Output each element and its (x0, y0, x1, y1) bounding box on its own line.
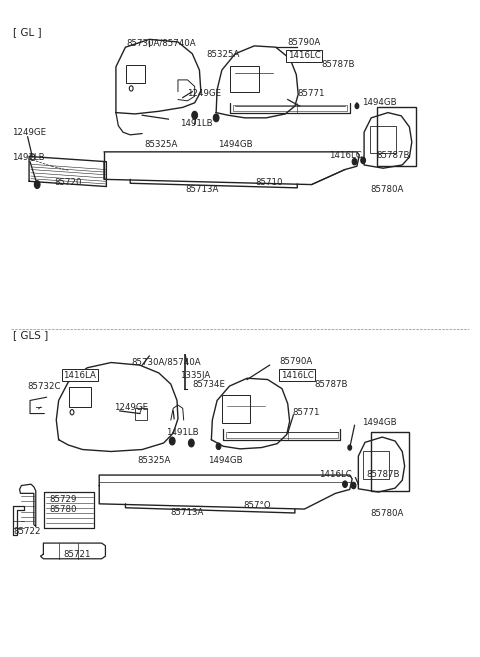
Text: 1494GB: 1494GB (362, 418, 396, 426)
Circle shape (169, 437, 175, 445)
Text: 1416LA: 1416LA (63, 371, 96, 380)
Bar (363, 451, 389, 479)
Circle shape (355, 103, 359, 108)
Text: 1416LC: 1416LC (329, 151, 361, 160)
Text: 85787B: 85787B (366, 470, 400, 479)
Text: 85713A: 85713A (185, 185, 218, 194)
Text: 85721: 85721 (63, 551, 91, 560)
Circle shape (216, 443, 221, 449)
Text: 1335JA: 1335JA (180, 371, 211, 380)
Circle shape (343, 481, 348, 487)
Circle shape (361, 157, 365, 164)
Text: 1416LC: 1416LC (288, 51, 321, 60)
Bar (230, 66, 259, 92)
Text: 1249GE: 1249GE (114, 403, 148, 412)
Text: 1416LC: 1416LC (281, 371, 313, 380)
Circle shape (34, 181, 40, 189)
Text: 85771: 85771 (297, 89, 325, 98)
Text: 85780A: 85780A (370, 185, 404, 194)
Text: 1491LB: 1491LB (166, 428, 199, 437)
Text: 85771: 85771 (292, 409, 320, 417)
Circle shape (192, 111, 198, 119)
Bar (135, 408, 147, 420)
Text: 85790A: 85790A (288, 38, 321, 47)
Text: [ GLS ]: [ GLS ] (13, 330, 48, 340)
Text: 85730A/85740A: 85730A/85740A (131, 357, 201, 367)
Text: 85325A: 85325A (144, 139, 178, 148)
Text: 85787B: 85787B (321, 60, 355, 69)
Text: 85710: 85710 (255, 178, 282, 187)
Text: 1494GB: 1494GB (208, 455, 243, 464)
Circle shape (348, 445, 352, 450)
Text: 85729: 85729 (49, 495, 76, 504)
Text: 85720: 85720 (54, 178, 82, 187)
Circle shape (189, 439, 194, 447)
Text: 857°O: 857°O (243, 501, 271, 510)
Text: 1249GE: 1249GE (188, 89, 222, 97)
Text: 1249GE: 1249GE (12, 128, 46, 137)
Bar (222, 396, 250, 422)
Text: 1494GB: 1494GB (218, 139, 252, 148)
Text: 1491LB: 1491LB (180, 120, 213, 128)
Text: 85790A: 85790A (280, 357, 313, 367)
Text: 85325A: 85325A (206, 50, 240, 59)
Bar (371, 432, 409, 491)
Text: 1416LC: 1416LC (319, 470, 352, 479)
Text: [ GL ]: [ GL ] (13, 28, 42, 37)
Bar (233, 104, 348, 111)
Text: 1494GB: 1494GB (362, 99, 396, 107)
Bar (226, 432, 338, 438)
Text: 85722: 85722 (13, 527, 41, 536)
Bar (377, 107, 416, 166)
Text: 1491LB: 1491LB (12, 152, 45, 162)
Text: 85325A: 85325A (137, 455, 171, 464)
Bar (126, 65, 144, 83)
Circle shape (213, 114, 219, 122)
Circle shape (351, 482, 356, 489)
Text: 85734E: 85734E (192, 380, 225, 389)
Text: 85713A: 85713A (171, 508, 204, 517)
Bar (69, 388, 91, 407)
Circle shape (352, 158, 357, 165)
Text: 85787B: 85787B (376, 151, 409, 160)
Bar (370, 125, 396, 153)
Text: 85780: 85780 (49, 505, 77, 514)
Text: 85732C: 85732C (28, 382, 61, 391)
Text: 85780A: 85780A (370, 509, 404, 518)
Text: 85730A/85740A: 85730A/85740A (126, 38, 196, 47)
Text: 85787B: 85787B (314, 380, 348, 389)
